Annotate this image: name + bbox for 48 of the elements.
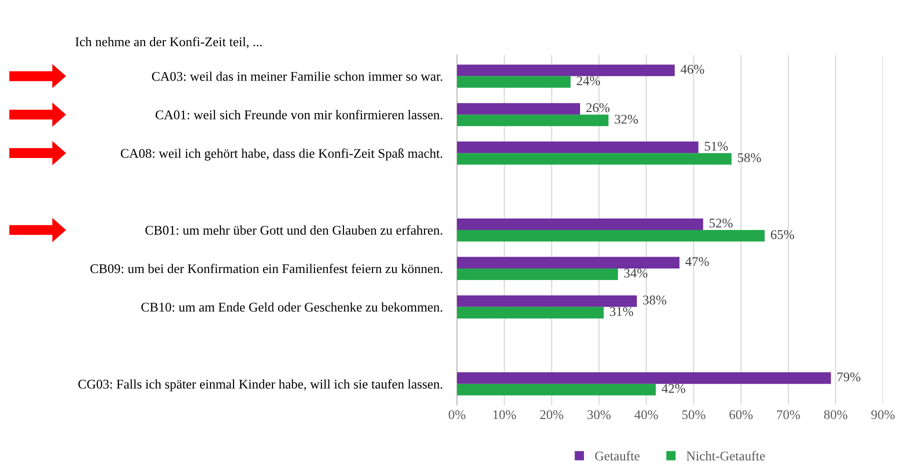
bar <box>457 384 656 396</box>
bar <box>457 256 680 268</box>
data-label: 32% <box>614 114 638 124</box>
bar <box>457 218 704 230</box>
x-tick-label: 30% <box>588 410 611 420</box>
y-tick-label: CA01: weil sich Freunde von mir konfirmieren lassen. <box>156 110 442 120</box>
bar <box>457 268 618 280</box>
data-label: 47% <box>685 257 709 266</box>
x-tick-label: 90% <box>871 410 895 420</box>
data-label: 51% <box>704 142 728 151</box>
data-label: 24% <box>576 76 600 86</box>
data-label: 38% <box>643 296 666 304</box>
data-label: 58% <box>738 153 761 162</box>
y-tick-label: CB10: um am Ende Geld oder Geschenke zu bekommen. <box>141 302 442 312</box>
x-tick-label: 70% <box>777 410 800 420</box>
y-tick-label: CA08: weil ich gehört habe, dass die Konfi-Zeit Spaß macht. <box>120 148 442 161</box>
x-tick-label: 10% <box>493 410 516 420</box>
data-label: 42% <box>662 384 686 393</box>
x-tick-label: 60% <box>729 410 753 420</box>
data-label: 31% <box>610 307 634 316</box>
x-tick-label: 80% <box>824 410 848 420</box>
bar <box>457 64 675 76</box>
bar <box>457 153 732 165</box>
data-label: 34% <box>624 268 648 278</box>
data-label: 65% <box>770 230 794 240</box>
data-label: 46% <box>680 64 704 74</box>
bar <box>457 76 571 88</box>
x-tick-label: 20% <box>540 410 564 420</box>
x-tick-label: 0% <box>448 410 466 420</box>
x-tick-label: 40% <box>634 410 658 420</box>
bar <box>457 230 765 242</box>
legend-label: Getaufte <box>595 451 640 460</box>
data-label: 52% <box>710 218 733 228</box>
bar <box>457 306 604 318</box>
y-tick-label: CB09: um bei der Konfirmation ein Familienfest feiern zu können. <box>90 264 442 274</box>
bar <box>457 142 698 154</box>
bar <box>457 103 580 115</box>
y-tick-label: CG03: Falls ich später einmal Kinder habe, will ich sie taufen lassen. <box>78 379 442 392</box>
legend-label: Nicht-Getaufte <box>686 451 765 460</box>
data-label: 79% <box>837 372 860 382</box>
x-tick-label: 50% <box>682 410 706 420</box>
bar <box>457 295 637 307</box>
text: Ich nehme an der Konfi-Zeit teil, ... <box>75 36 262 48</box>
bar <box>457 372 831 384</box>
y-tick-label: CA03: weil das in meiner Familie schon immer so war. <box>152 72 442 81</box>
bar <box>457 114 608 126</box>
y-tick-label: CB01: um mehr über Gott und den Glauben zu erfahren. <box>145 225 442 235</box>
data-label: 26% <box>586 103 610 112</box>
